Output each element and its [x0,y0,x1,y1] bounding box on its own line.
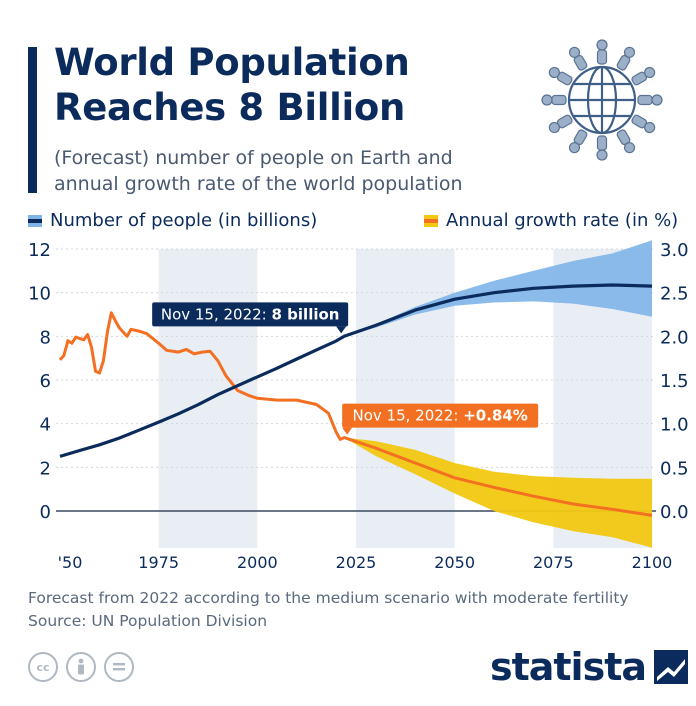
y-left-tick-4: 4 [40,415,51,436]
title-line-1: World Population [54,41,410,84]
globe-people-icon [541,39,663,161]
population-line [59,283,653,458]
annotation-1: Nov 15, 2022: +0.84% [342,403,539,435]
title-accent-bar [28,47,37,193]
annotation-0: Nov 15, 2022: 8 billion [152,302,349,334]
y-right-tick-3: 1.5 [660,371,689,392]
chart-subtitle: (Forecast) number of people on Earth and… [54,145,463,197]
growth-line [58,311,653,517]
annotation-box-0 [152,302,349,327]
y-right-tick-6: 0.0 [660,502,689,523]
subtitle-line-1: (Forecast) number of people on Earth and [54,147,453,169]
subtitle-line-2: annual growth rate of the world populati… [54,173,463,195]
statista-brand[interactable]: statista [490,645,688,689]
legend-population-label: Number of people (in billions) [50,210,318,231]
y-left-tick-3: 6 [40,371,51,392]
title-line-2: Reaches 8 Billion [54,86,406,129]
annotation-text-0: Nov 15, 2022: 8 billion [161,305,340,323]
y-right-tick-2: 2.0 [660,327,689,348]
y-right-tick-5: 0.5 [660,458,689,479]
statista-logo-icon [654,650,688,684]
annotation-pointer-1 [342,427,353,435]
annotation-box-1 [342,403,539,428]
statista-wordmark: statista [489,645,647,689]
population-chart: 12 3.0 10 2.5 8 2.0 6 1.5 4 1.0 2 0.5 0 0.0 '50 1975 200… [28,240,689,572]
y-right-tick-4: 1.0 [660,415,689,436]
attribution-icon [66,652,96,682]
x-tick-0: '50 [58,553,83,572]
annotation-prefix-1: Nov 15, 2022: [353,407,464,425]
x-tick-5: 2075 [533,553,574,572]
annotation-value-1: +0.84% [463,407,528,425]
y-right-tick-1: 2.5 [660,284,689,305]
shaded-period-1 [356,249,455,548]
y-left-tick-2: 8 [40,327,51,348]
legend-population: Number of people (in billions) [28,210,317,231]
x-tick-6: 2100 [632,553,673,572]
legend-growth-label: Annual growth rate (in %) [446,210,679,231]
x-tick-1: 1975 [138,553,179,572]
y-left-tick-5: 2 [40,458,51,479]
chart-title: World Population Reaches 8 Billion [54,40,410,130]
y-right-tick-0: 3.0 [660,240,689,261]
population-forecast-band [344,240,652,337]
license-icons: cc [28,652,134,682]
annotation-pointer-0 [336,326,347,334]
forecast-note: Forecast from 2022 according to the medi… [28,589,629,607]
no-derivatives-icon [104,652,134,682]
y-left-tick-6: 0 [40,502,51,523]
legend-growth: Annual growth rate (in %) [424,210,678,231]
annotation-prefix-0: Nov 15, 2022: [161,305,272,323]
source-note: Source: UN Population Division [28,612,268,630]
annotation-text-1: Nov 15, 2022: +0.84% [353,407,528,425]
legend-population-swatch [28,214,42,227]
footer: Forecast from 2022 according to the medi… [28,587,629,633]
y-left-tick-1: 10 [28,284,51,305]
creative-commons-icon: cc [28,652,58,682]
x-tick-3: 2025 [336,553,377,572]
annotation-value-0: 8 billion [272,305,340,323]
legend-growth-swatch [424,214,438,227]
x-tick-4: 2050 [434,553,475,572]
x-tick-2: 2000 [237,553,278,572]
y-left-tick-0: 12 [28,240,51,261]
